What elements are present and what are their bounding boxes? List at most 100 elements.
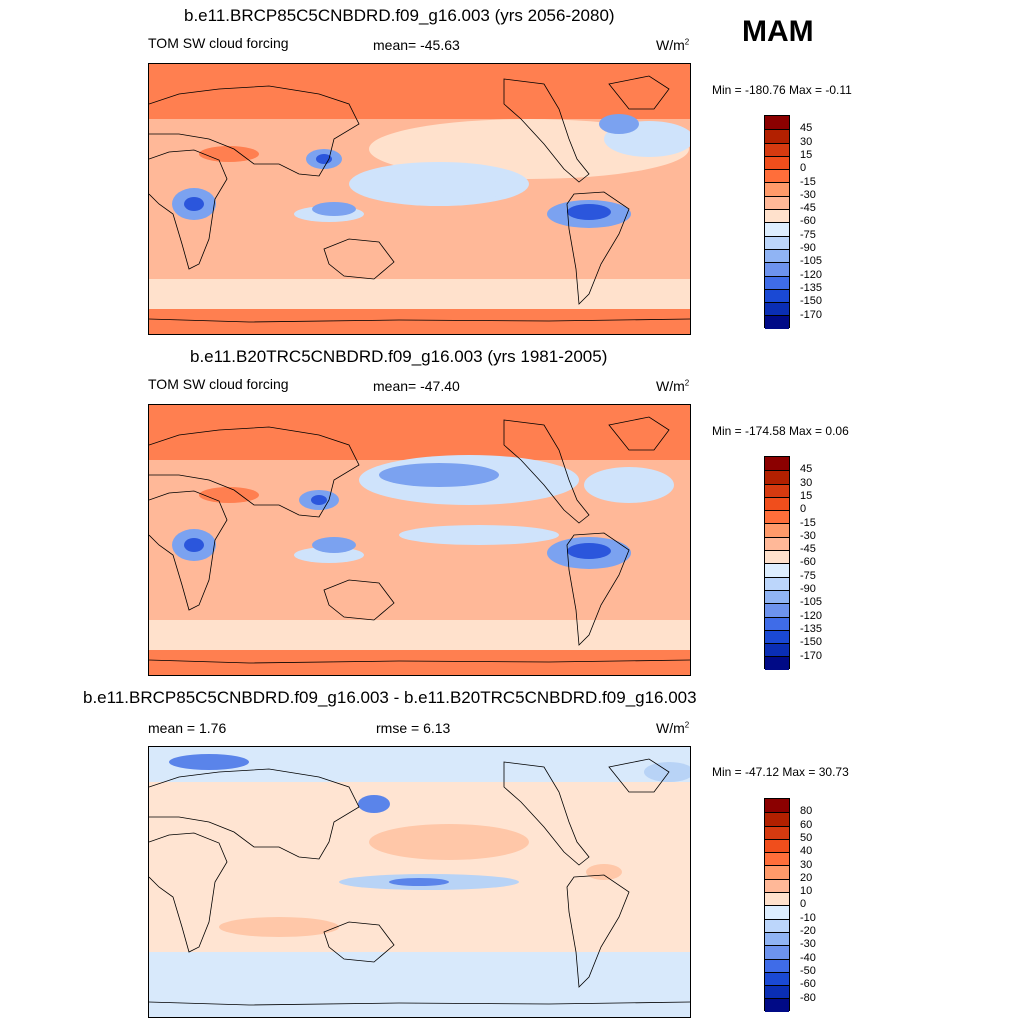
colorbar-tick-label: -50 (800, 964, 816, 977)
colorbar-tick-label: -150 (800, 295, 823, 308)
colorbar-segment (765, 852, 789, 866)
panel1-mean-label: mean= -45.63 (373, 37, 460, 53)
colorbar-tick-label: -45 (800, 202, 816, 215)
panel1-map-svg (149, 64, 690, 334)
colorbar-segment (765, 656, 789, 670)
china-deep (316, 154, 332, 164)
colorbar-segment (765, 470, 789, 484)
colorbar-tick-label: 30 (800, 135, 813, 148)
colorbar-tick-label: 20 (800, 871, 813, 884)
npac-mid-blue (379, 463, 499, 487)
colorbar-segment (765, 905, 789, 919)
arctic-cool (169, 754, 249, 770)
colorbar-tick-label: 45 (800, 463, 813, 476)
colorbar-tick-label: 45 (800, 122, 813, 135)
colorbar-segment (765, 838, 789, 853)
colorbar-segment (765, 892, 789, 906)
colorbar-tick-label: -30 (800, 529, 816, 542)
panel1-units: W/m2 (656, 37, 690, 53)
colorbar-segment (765, 629, 789, 644)
natl-cool (644, 762, 690, 782)
colorbar-segment (765, 998, 789, 1012)
colorbar-tick-label: -150 (800, 636, 823, 649)
colorbar-tick-label: 50 (800, 831, 813, 844)
colorbar-tick-label: -30 (800, 938, 816, 951)
panel3-minmax: Min = -47.12 Max = 30.73 (712, 765, 849, 779)
colorbar-tick-label: -60 (800, 215, 816, 228)
coastlines (149, 758, 690, 1006)
colorbar-tick-label: 10 (800, 885, 813, 898)
colorbar-segment (765, 550, 789, 564)
colorbar-tick-label: -105 (800, 255, 823, 268)
colorbar-segment (765, 288, 789, 303)
colorbar-tick-label: 15 (800, 148, 813, 161)
colorbar-tick-label: 80 (800, 805, 813, 818)
season-label: MAM (742, 15, 814, 48)
colorbar-segment (765, 235, 789, 249)
colorbar-tick-label: -80 (800, 991, 816, 1004)
colorbar-segment (765, 643, 789, 657)
colorbar-tick-label: -120 (800, 609, 823, 622)
itcz-blue (439, 181, 519, 197)
colorbar-segment (765, 129, 789, 143)
natl-blue (584, 467, 674, 503)
colorbar-tick-label: 30 (800, 858, 813, 871)
colorbar-segment (765, 169, 789, 183)
panel2-mean-label: mean= -47.40 (373, 378, 460, 394)
colorbar-segment (765, 457, 789, 471)
panel1-colorbar (764, 115, 790, 329)
africa-deep (184, 538, 204, 552)
colorbar-segment (765, 971, 789, 986)
sepac-orange (469, 227, 589, 251)
colorbar-tick-label: -60 (800, 978, 816, 991)
colorbar-segment (765, 576, 789, 590)
colorbar-segment (765, 865, 789, 879)
colorbar-tick-label: -40 (800, 951, 816, 964)
sio-warm (219, 917, 339, 937)
colorbar-tick-label: -170 (800, 649, 823, 662)
colorbar-segment (765, 985, 789, 999)
colorbar-tick-label: 15 (800, 489, 813, 502)
colorbar-segment (765, 536, 789, 551)
amazon-deep (567, 204, 611, 220)
colorbar-tick-label: -105 (800, 596, 823, 609)
colorbar-tick-label: -15 (800, 175, 816, 188)
colorbar-tick-label: -170 (800, 308, 823, 321)
colorbar-segment (765, 155, 789, 170)
colorbar-segment (765, 945, 789, 959)
colorbar-segment (765, 812, 789, 826)
sepac-orange (469, 568, 589, 592)
colorbar-segment (765, 262, 789, 276)
panel1-map (148, 63, 691, 335)
colorbar-tick-label: -10 (800, 911, 816, 924)
colorbar-tick-label: -75 (800, 228, 816, 241)
panel1-minmax: Min = -180.76 Max = -0.11 (712, 83, 852, 97)
itcz-blue (399, 525, 559, 545)
colorbar-segment (765, 496, 789, 511)
colorbar-segment (765, 523, 789, 537)
colorbar-segment (765, 248, 789, 263)
colorbar-segment (765, 116, 789, 130)
colorbar-segment (765, 931, 789, 946)
kuroshio-cool (358, 795, 390, 813)
colorbar-segment (765, 302, 789, 316)
panel2-variable-label: TOM SW cloud forcing (148, 376, 289, 392)
colorbar-segment (765, 222, 789, 236)
panel3-colorbar (764, 798, 790, 1012)
panel2-colorbar (764, 456, 790, 670)
colorbar-segment (765, 603, 789, 617)
colorbar-segment (765, 142, 789, 156)
panel2-title: b.e11.B20TRC5CNBDRD.f09_g16.003 (yrs 198… (190, 347, 608, 366)
colorbar-segment (765, 483, 789, 497)
npac-warm (369, 824, 529, 860)
southern-pale-band (149, 620, 690, 650)
colorbar-tick-label: -75 (800, 569, 816, 582)
colorbar-tick-label: -45 (800, 543, 816, 556)
colorbar-tick-label: -135 (800, 281, 823, 294)
colorbar-segment (765, 209, 789, 223)
colorbar-segment (765, 315, 789, 329)
colorbar-segment (765, 182, 789, 196)
colorbar-segment (765, 510, 789, 524)
africa-deep (184, 197, 204, 211)
colorbar-tick-label: -15 (800, 516, 816, 529)
